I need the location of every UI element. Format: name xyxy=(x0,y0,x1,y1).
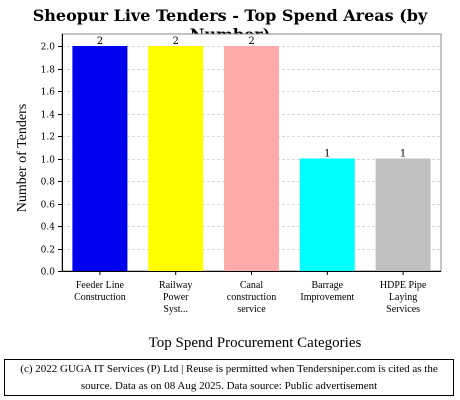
x-category-label: Services xyxy=(386,304,420,315)
y-tick-label: 0.8 xyxy=(41,178,56,188)
y-tick-label: 1.8 xyxy=(41,66,56,76)
footer-line-1: (c) 2022 GUGA IT Services (P) Ltd | Reus… xyxy=(20,363,438,375)
y-tick-label: 1.4 xyxy=(41,111,56,121)
copyright-footer: (c) 2022 GUGA IT Services (P) Ltd | Reus… xyxy=(4,359,454,396)
x-category-label: Feeder Line xyxy=(76,280,125,291)
bar-data-label: 2 xyxy=(173,36,179,47)
y-tick-label: 1.0 xyxy=(41,156,56,166)
x-category-label: Laying xyxy=(389,292,417,303)
bar xyxy=(299,158,355,271)
bar-data-label: 2 xyxy=(248,36,254,47)
bar-data-label: 1 xyxy=(324,149,330,160)
bar xyxy=(375,158,431,271)
bar xyxy=(72,46,128,271)
x-category-label: HDPE Pipe xyxy=(380,280,427,291)
y-tick-label: 1.2 xyxy=(41,133,55,143)
x-axis-title: Top Spend Procurement Categories xyxy=(149,335,362,351)
bar xyxy=(148,46,204,271)
x-category-label: Improvement xyxy=(300,292,354,303)
x-category-label: Construction xyxy=(74,292,126,303)
y-tick-label: 0.4 xyxy=(41,223,56,233)
y-axis-title: Number of Tenders xyxy=(15,104,30,212)
y-tick-label: 0.6 xyxy=(41,201,56,211)
footer-line-2: source. Data as on 08 Aug 2025. Data sou… xyxy=(80,380,378,392)
x-category-label: Syst... xyxy=(163,304,188,315)
x-category-label: service xyxy=(237,304,266,315)
y-tick-label: 0.0 xyxy=(41,268,56,278)
bar xyxy=(224,46,279,271)
x-category-label: Power xyxy=(163,292,189,303)
bar-data-label: 2 xyxy=(97,36,103,47)
y-tick-label: 2.0 xyxy=(41,43,56,53)
y-tick-label: 0.2 xyxy=(41,246,55,256)
x-category-label: Barrage xyxy=(311,280,343,291)
y-tick-label: 1.6 xyxy=(41,88,56,98)
x-category-label: Canal xyxy=(240,280,264,291)
x-category-label: construction xyxy=(227,292,276,303)
x-category-label: Railway xyxy=(159,280,192,291)
bar-data-label: 1 xyxy=(400,149,406,160)
